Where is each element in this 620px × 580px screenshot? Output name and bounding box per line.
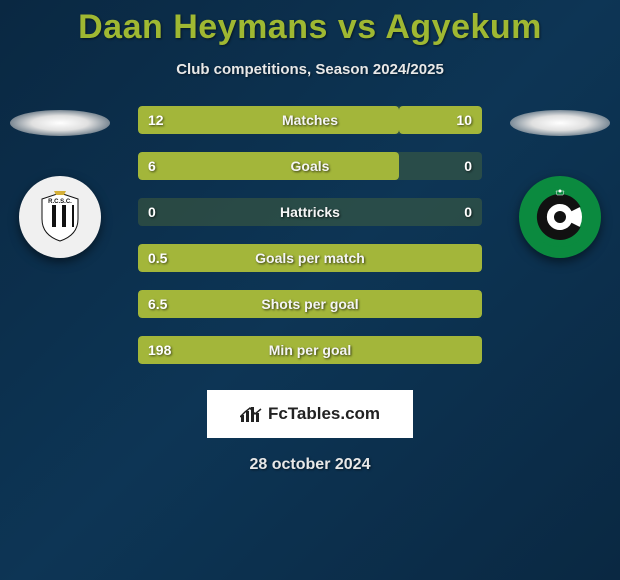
- bar-chart-icon: [240, 405, 262, 423]
- stat-value-right: 0: [464, 198, 472, 226]
- player-photo-placeholder-right: [510, 110, 610, 136]
- stat-row-goals: 6 Goals 0: [138, 152, 482, 180]
- player-photo-placeholder-left: [10, 110, 110, 136]
- stat-row-hattricks: 0 Hattricks 0: [138, 198, 482, 226]
- svg-text:R.C.S.C.: R.C.S.C.: [48, 199, 72, 205]
- subtitle: Club competitions, Season 2024/2025: [0, 61, 620, 78]
- left-player-column: R.C.S.C.: [0, 106, 120, 258]
- stat-value-right: 10: [456, 106, 472, 134]
- right-club-badge: [519, 176, 601, 258]
- stat-label: Goals per match: [138, 244, 482, 272]
- stat-row-goals-per-match: 0.5 Goals per match: [138, 244, 482, 272]
- stat-bars: 12 Matches 10 6 Goals 0 0 Hattricks 0 0.…: [138, 106, 482, 364]
- stat-label: Min per goal: [138, 336, 482, 364]
- page-title: Daan Heymans vs Agyekum: [0, 0, 620, 47]
- watermark-text: FcTables.com: [268, 404, 380, 424]
- watermark: FcTables.com: [207, 390, 413, 438]
- stat-row-min-per-goal: 198 Min per goal: [138, 336, 482, 364]
- stat-label: Matches: [138, 106, 482, 134]
- date-line: 28 october 2024: [0, 456, 620, 474]
- stat-label: Shots per goal: [138, 290, 482, 318]
- cercle-crest-icon: [528, 185, 592, 249]
- stat-label: Goals: [138, 152, 482, 180]
- comparison-area: R.C.S.C. 12 Matches 10: [0, 106, 620, 366]
- stat-row-shots-per-goal: 6.5 Shots per goal: [138, 290, 482, 318]
- rcsc-crest-icon: R.C.S.C.: [32, 189, 88, 245]
- stat-label: Hattricks: [138, 198, 482, 226]
- left-club-badge: R.C.S.C.: [19, 176, 101, 258]
- right-player-column: [500, 106, 620, 258]
- stat-value-right: 0: [464, 152, 472, 180]
- stat-row-matches: 12 Matches 10: [138, 106, 482, 134]
